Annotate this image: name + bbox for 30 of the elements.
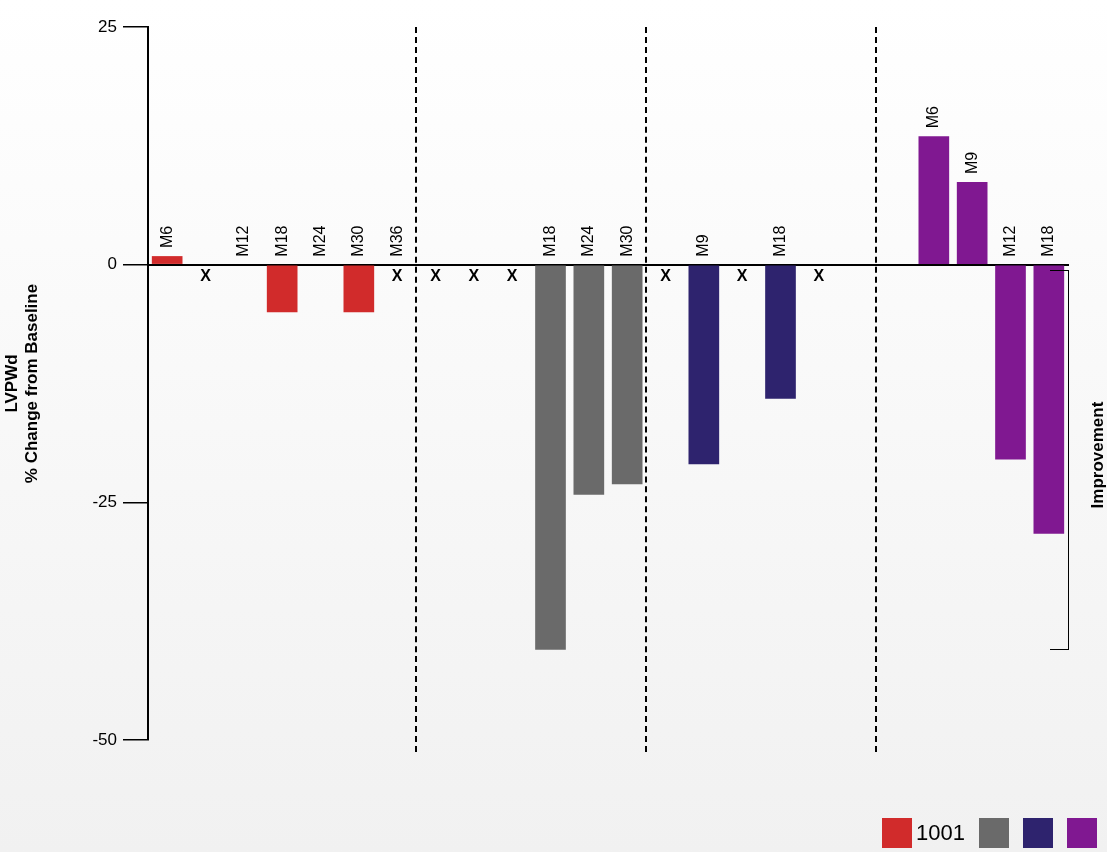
x-tick-label: M18 [272,225,290,257]
y-axis-title: LVPWd % Change from Baseline [1,283,42,484]
y-tick-label: 0 [107,254,117,274]
x-tick-label: M9 [962,151,980,174]
x-tick-label: M30 [617,225,635,257]
x-tick-label: M24 [310,225,328,257]
y-tick-label: 25 [98,16,117,36]
x-tick-label: M12 [1000,225,1018,257]
y-tick-label: -50 [92,729,117,749]
x-tick-label: M24 [579,225,597,257]
text: X [430,267,441,285]
x-tick-label: M18 [540,225,558,257]
text: X [813,267,825,285]
x-tick-label: M18 [1039,225,1057,257]
text: Improvement [1087,401,1107,509]
x-tick-label: M9 [694,234,712,257]
text: X [391,267,403,285]
text: X [200,267,211,285]
x-tick-label: M12 [234,225,252,257]
text: X [506,267,518,285]
x-tick-label: M30 [349,225,367,257]
x-tick-label: M6 [924,106,942,129]
legend-label: 1001 [916,820,965,846]
x-tick-label: M6 [157,225,175,249]
text: X [736,267,748,285]
text: X [660,267,671,285]
x-tick-label: M36 [387,225,405,257]
text: X [468,267,480,285]
x-tick-label: M18 [770,225,788,257]
y-tick-label: -25 [92,492,117,512]
